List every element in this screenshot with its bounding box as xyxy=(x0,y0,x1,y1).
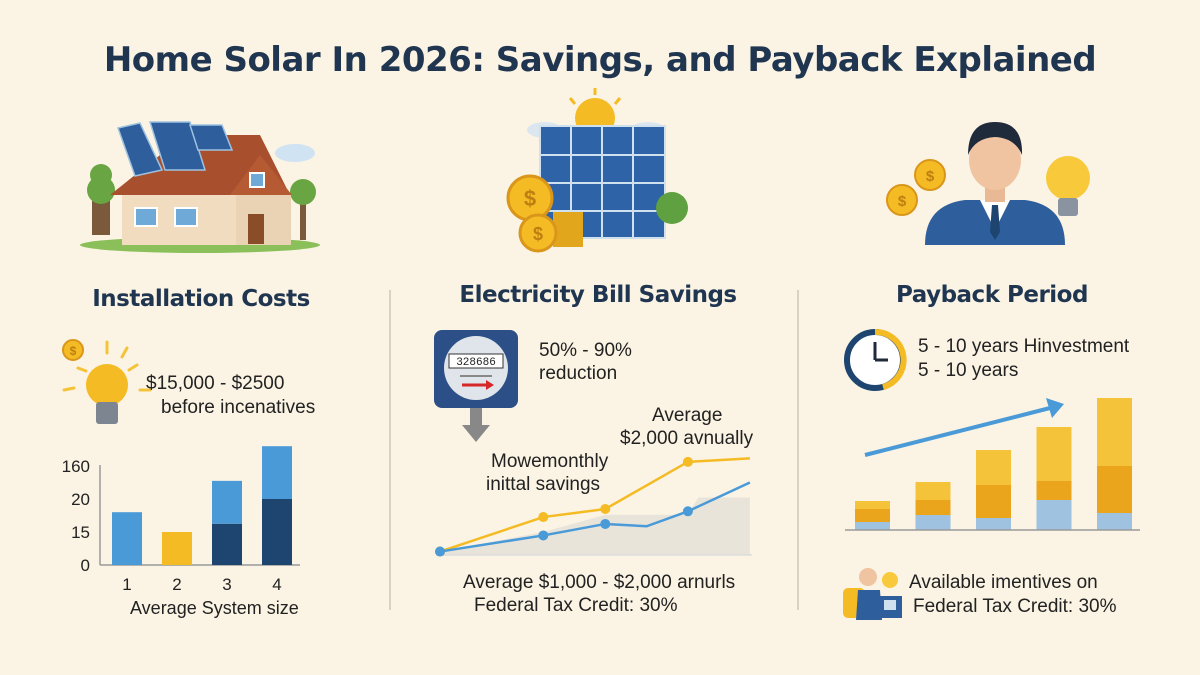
bar-segment xyxy=(162,532,192,565)
trend-arrow-line xyxy=(864,406,1051,457)
bar-segment xyxy=(855,509,890,522)
bar-segment xyxy=(1036,500,1072,530)
bar-segment xyxy=(212,480,242,524)
bar-segment xyxy=(112,512,142,565)
clock-icon xyxy=(844,328,907,391)
data-point xyxy=(682,506,693,517)
savings-footer-2: Federal Tax Credit: 30% xyxy=(474,595,678,616)
solar-house-icon xyxy=(80,121,320,253)
data-point xyxy=(600,518,611,529)
bar-segment xyxy=(976,485,1011,518)
payback-line-1: 5 - 10 years Hinvestment xyxy=(918,336,1130,357)
data-point xyxy=(538,530,549,541)
payback-footer-1: Available imentives on xyxy=(909,572,1098,593)
data-point xyxy=(435,546,445,557)
trend-arrow-head xyxy=(1046,398,1064,418)
lightbulb-icon: $ xyxy=(62,339,152,424)
savings-footer-1: Average $1,000 - $2,000 arnurls xyxy=(463,572,736,593)
y-tick-label: 160 xyxy=(62,457,90,476)
bar-segment xyxy=(976,518,1011,530)
bar-segment xyxy=(855,522,890,530)
person-with-coins-icon: $ $ xyxy=(886,122,1090,245)
initial-savings-label-2: inittal savings xyxy=(486,474,601,495)
bar-segment xyxy=(212,523,242,565)
annual-label: Average xyxy=(652,405,723,426)
meter-reading: 328686 xyxy=(456,357,496,369)
section-title-installation: Installation Costs xyxy=(92,286,310,312)
payback-line-2: 5 - 10 years xyxy=(918,360,1019,381)
bar-segment xyxy=(1097,398,1132,466)
bar-segment xyxy=(1036,481,1072,500)
svg-text:$: $ xyxy=(524,186,536,211)
y-tick-label: 15 xyxy=(71,523,90,542)
section-title-payback: Payback Period xyxy=(896,282,1088,308)
bar-segment xyxy=(1097,466,1132,513)
bar-segment xyxy=(915,500,951,515)
reduction-label: reduction xyxy=(539,363,618,384)
initial-savings-label: Mowemonthly xyxy=(491,451,609,472)
bar-segment xyxy=(262,499,292,565)
cost-range: $15,000 - $2500 xyxy=(146,373,285,394)
x-tick-label: 1 xyxy=(122,575,131,594)
data-point xyxy=(538,512,549,523)
electric-meter-icon: 328686 xyxy=(434,330,518,442)
section-title-savings: Electricity Bill Savings xyxy=(459,282,737,308)
data-point xyxy=(600,504,611,514)
y-tick-label: 20 xyxy=(71,490,90,509)
data-point xyxy=(682,456,693,467)
svg-text:$: $ xyxy=(926,168,935,185)
divider-right xyxy=(797,290,799,610)
chart-x-label: Average System size xyxy=(130,598,299,618)
person-incentives-icon xyxy=(843,568,902,620)
annual-value: $2,000 avnually xyxy=(620,428,754,449)
series-line xyxy=(439,481,751,553)
y-tick-label: 0 xyxy=(81,556,90,575)
bar-segment xyxy=(262,446,292,499)
x-tick-label: 3 xyxy=(222,575,231,594)
bar-segment xyxy=(915,482,951,500)
svg-text:$: $ xyxy=(898,193,907,210)
cost-note: before incenatives xyxy=(161,397,316,418)
svg-text:$: $ xyxy=(533,224,543,244)
bar-segment xyxy=(855,501,890,509)
x-tick-label: 2 xyxy=(172,575,181,594)
reduction-range: 50% - 90% xyxy=(539,340,632,361)
x-tick-label: 4 xyxy=(272,575,281,594)
page-title: Home Solar In 2026: Savings, and Payback… xyxy=(103,40,1097,80)
divider-left xyxy=(389,290,391,610)
bar-segment xyxy=(1036,427,1072,481)
svg-text:$: $ xyxy=(70,344,77,358)
payback-footer-2: Federal Tax Credit: 30% xyxy=(913,596,1117,617)
bar-segment xyxy=(915,515,951,530)
bar-segment xyxy=(1097,513,1132,530)
bar-segment xyxy=(976,450,1011,485)
solar-panel-coins-icon: $ $ xyxy=(506,88,688,253)
